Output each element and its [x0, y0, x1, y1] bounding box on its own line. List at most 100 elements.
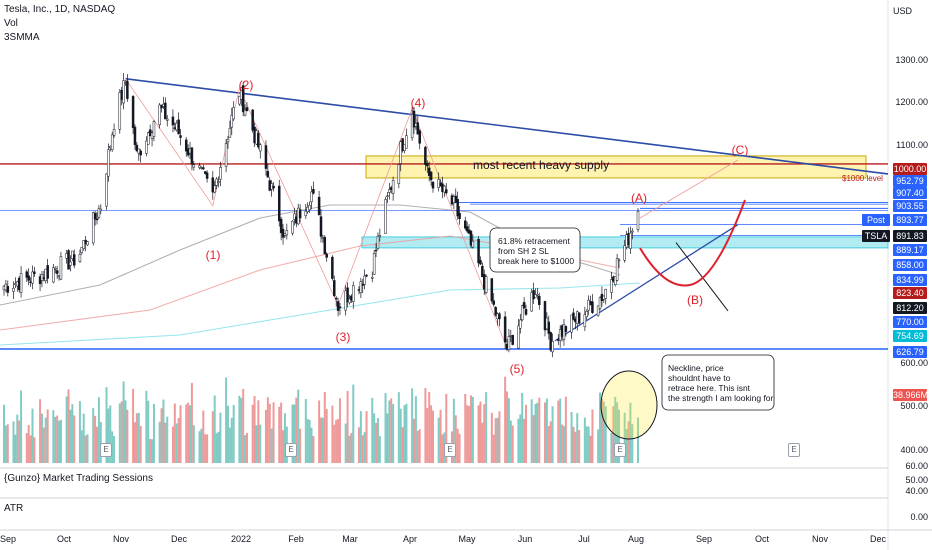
- candle-body: [6, 286, 10, 293]
- currency-label: USD: [892, 6, 912, 16]
- candle-body: [78, 254, 82, 262]
- price-tick-5: 500.00: [900, 401, 928, 411]
- volume-bar: [242, 389, 245, 463]
- candle-body: [361, 283, 365, 286]
- price-tag-754.69: 754.69: [893, 330, 927, 342]
- indicator-ma-label[interactable]: 3SMMA: [4, 32, 40, 43]
- candle-body: [481, 265, 484, 278]
- candle-body: [346, 287, 349, 302]
- candle-body: [93, 213, 97, 220]
- volume-bar: [357, 427, 360, 463]
- candle-body: [372, 253, 376, 275]
- candle-body: [308, 205, 311, 211]
- candle-body: [277, 185, 281, 222]
- volume-bar: [255, 425, 258, 463]
- volume-bar: [94, 415, 97, 463]
- volume-bar: [331, 405, 334, 463]
- volume-bar: [576, 413, 579, 463]
- volume-bar: [270, 428, 273, 463]
- volume-bar: [111, 431, 114, 463]
- candle-body: [391, 180, 395, 194]
- volume-bar: [240, 397, 243, 463]
- earnings-marker-5[interactable]: E: [788, 443, 800, 457]
- earnings-marker-4[interactable]: E: [614, 443, 626, 457]
- earnings-marker-3[interactable]: E: [444, 443, 456, 457]
- candle-body: [179, 135, 182, 138]
- volume-bar: [152, 404, 155, 463]
- neckline-pointer: [675, 242, 729, 312]
- volume-bar: [589, 435, 592, 463]
- volume-bar: [371, 397, 374, 463]
- volume-bar: [29, 435, 32, 463]
- volume-bar: [280, 402, 283, 463]
- candle-body: [338, 306, 342, 309]
- wave-label-4: (4): [410, 96, 426, 110]
- earnings-marker-2[interactable]: E: [285, 443, 297, 457]
- candle-body: [95, 218, 99, 221]
- candle-body: [264, 145, 268, 169]
- volume-bar: [278, 406, 281, 463]
- volume-bar: [52, 410, 55, 463]
- time-tick-7: Mar: [342, 534, 358, 544]
- candle-body: [27, 275, 30, 281]
- candle-body: [623, 245, 626, 261]
- retracement-note-line-2: from SH 2 SL: [498, 246, 550, 256]
- volume-bar: [321, 417, 324, 463]
- candle-body: [469, 230, 473, 246]
- wave-label-7: (B): [687, 293, 703, 307]
- candle-body: [202, 167, 205, 170]
- volume-bar: [73, 415, 76, 463]
- candle-body: [418, 130, 421, 144]
- volume-bar: [14, 434, 17, 463]
- candle-body: [80, 246, 84, 253]
- earnings-marker-1[interactable]: E: [100, 443, 112, 457]
- candle-body: [348, 298, 351, 304]
- candle-body: [243, 109, 247, 116]
- candle-body: [352, 285, 355, 302]
- volume-bar: [295, 397, 298, 463]
- candle-body: [511, 335, 514, 345]
- volume-bar: [587, 426, 590, 463]
- post-badge: Post: [862, 214, 890, 226]
- candle-body: [122, 80, 125, 104]
- candle-body: [266, 171, 270, 178]
- candle-body: [477, 239, 480, 264]
- candle-body: [40, 274, 44, 281]
- atr-pane-label[interactable]: ATR: [4, 503, 24, 514]
- volume-bar: [4, 425, 7, 463]
- candle-body: [285, 230, 289, 236]
- candle-body: [604, 289, 607, 299]
- volume-bar: [46, 409, 49, 463]
- volume-bar: [458, 433, 461, 463]
- volume-bar: [348, 435, 351, 463]
- sessions-pane-label[interactable]: {Gunzo} Market Trading Sessions: [4, 473, 153, 484]
- volume-bar: [386, 413, 389, 463]
- volume-bar: [257, 400, 260, 463]
- volume-bar: [403, 405, 406, 463]
- candle-body: [135, 144, 139, 152]
- volume-bar: [591, 409, 594, 463]
- candle-body: [570, 314, 573, 333]
- volume-bar: [245, 432, 248, 463]
- candle-body: [363, 275, 366, 285]
- volume-bar: [202, 410, 205, 463]
- price-tick-2: 1200.00: [895, 97, 928, 107]
- candle-body: [217, 181, 220, 183]
- candle-body: [494, 306, 497, 316]
- volume-bar: [583, 417, 586, 463]
- candle-body: [319, 216, 323, 237]
- candle-body: [131, 96, 135, 129]
- volume-bar: [293, 404, 296, 463]
- volume-bar: [490, 412, 493, 463]
- volume-bar: [390, 398, 393, 463]
- candle-body: [145, 140, 148, 154]
- indicator-vol-label[interactable]: Vol: [4, 18, 18, 29]
- volume-bar: [543, 402, 546, 463]
- price-tag-812.20: 812.20: [893, 302, 927, 314]
- volume-bar: [283, 413, 286, 463]
- supply-zone: [365, 155, 867, 179]
- candle-body: [551, 341, 554, 353]
- time-tick-13: Sep: [695, 534, 713, 544]
